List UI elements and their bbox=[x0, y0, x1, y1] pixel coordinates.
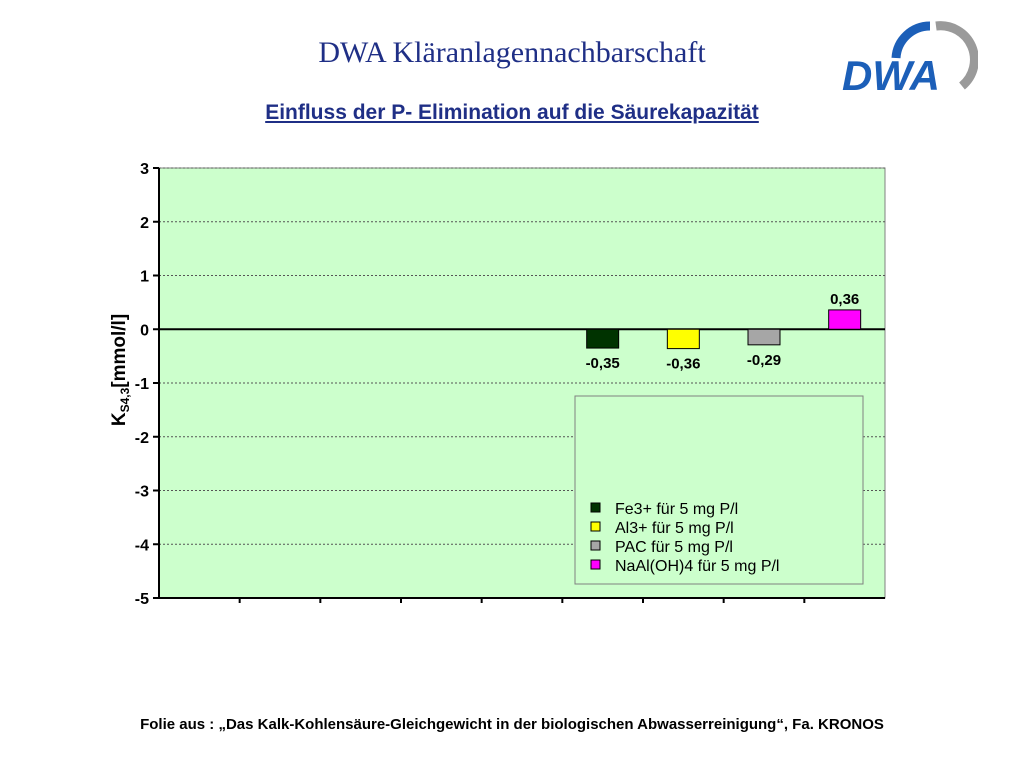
page-title: DWA Kläranlagennachbarschaft bbox=[318, 36, 706, 69]
legend-label: PAC für 5 mg P/l bbox=[615, 539, 733, 556]
legend-box bbox=[574, 395, 864, 585]
chart-heading: Einfluss der P- Elimination auf die Säur… bbox=[265, 101, 759, 124]
data-label: 0,36 bbox=[830, 291, 859, 308]
data-label: -0,36 bbox=[666, 356, 700, 373]
logo-arc-blue bbox=[891, 21, 931, 59]
footer-source-note: Folie aus : „Das Kalk-Kohlensäure-Gleich… bbox=[140, 716, 884, 733]
y-tick-label: -5 bbox=[135, 591, 149, 608]
legend-swatch bbox=[590, 521, 601, 532]
y-tick-label: -2 bbox=[135, 430, 149, 447]
legend-swatch bbox=[590, 540, 601, 551]
legend-label: Al3+ für 5 mg P/l bbox=[615, 520, 734, 537]
data-label: -0,29 bbox=[747, 352, 781, 369]
bar bbox=[586, 328, 620, 349]
y-tick-label: 3 bbox=[140, 161, 149, 178]
legend-label: NaAl(OH)4 für 5 mg P/l bbox=[615, 558, 779, 575]
dwa-logo: DWA bbox=[842, 21, 978, 98]
bar bbox=[828, 309, 862, 330]
data-label: -0,35 bbox=[586, 355, 620, 372]
legend: Fe3+ für 5 mg P/l Al3+ für 5 mg P/l PAC fü… bbox=[574, 395, 864, 585]
legend-label: Fe3+ für 5 mg P/l bbox=[615, 501, 738, 518]
y-tick-label: 0 bbox=[140, 322, 149, 339]
legend-swatch bbox=[590, 559, 601, 570]
y-tick-label: -4 bbox=[135, 537, 149, 554]
logo-text: DWA bbox=[842, 52, 940, 98]
bars bbox=[586, 309, 862, 350]
bar-chart: 3 2 1 0 -1 -2 -3 -4 -5 -0,35 -0,36 -0,29 0,36 Fe3+ … bbox=[109, 161, 886, 608]
y-axis-title: KS4,3[mmol/l] bbox=[109, 314, 132, 426]
data-labels: -0,35 -0,36 -0,29 0,36 bbox=[586, 291, 860, 373]
bar bbox=[666, 328, 700, 350]
legend-swatch bbox=[590, 502, 601, 513]
y-tick-label: 1 bbox=[140, 269, 149, 286]
logo-arc-gray bbox=[935, 21, 978, 90]
y-tick-label: -1 bbox=[135, 376, 149, 393]
y-tick-label: -3 bbox=[135, 484, 149, 501]
bar bbox=[747, 328, 781, 346]
y-tick-label: 2 bbox=[140, 215, 149, 232]
